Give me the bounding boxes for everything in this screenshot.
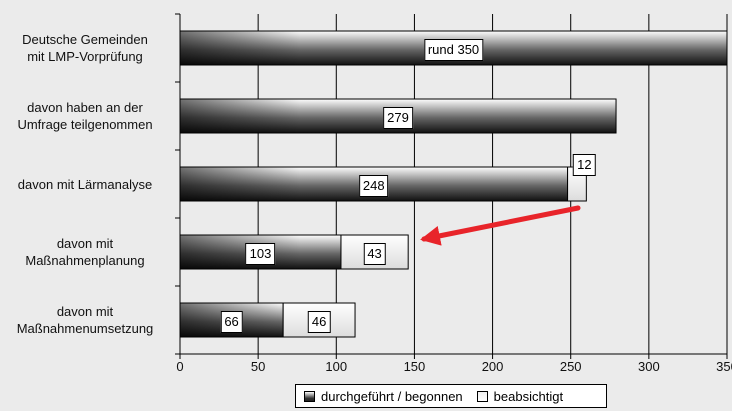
data-label-beabsichtigt: 43 — [363, 243, 386, 265]
category-label: davon mit Maßnahmenplanung — [25, 236, 145, 268]
category-label: davon mit Lärmanalyse — [17, 176, 153, 192]
data-label-durchgefuehrt: 66 — [220, 311, 243, 333]
x-tick-label: 50 — [250, 359, 266, 374]
x-tick-label: 0 — [176, 359, 184, 374]
data-label-durchgefuehrt: 103 — [245, 243, 276, 265]
data-label-beabsichtigt: 46 — [307, 311, 331, 333]
legend-entry-beabsichtigt: beabsichtigt — [476, 388, 564, 404]
legend-swatch-light — [476, 390, 488, 402]
bar-shade — [180, 167, 300, 201]
legend-swatch-dark — [304, 390, 315, 402]
x-tick-label: 100 — [325, 359, 348, 374]
legend-label: durchgeführt / begonnen — [321, 388, 463, 404]
data-label-durchgefuehrt: rund 350 — [423, 39, 484, 61]
x-tick-label: 200 — [481, 359, 504, 374]
x-tick-label: 150 — [403, 359, 426, 374]
legend-entry-durchgefuehrt: durchgeführt / begonnen — [304, 389, 463, 404]
x-tick-label: 350 — [716, 359, 732, 374]
bar-shade — [180, 31, 300, 65]
x-tick-label: 250 — [559, 359, 582, 374]
annotation-arrow — [420, 205, 581, 246]
bar-shade — [180, 235, 300, 269]
category-label: davon mit Maßnahmenumsetzung — [16, 304, 154, 336]
category-label: davon haben an der Umfrage teilgenommen — [17, 100, 153, 132]
data-label-beabsichtigt: 12 — [573, 154, 596, 176]
data-label-durchgefuehrt: 248 — [358, 175, 389, 197]
legend: durchgeführt / begonnen beabsichtigt — [295, 384, 607, 408]
x-tick-label: 300 — [637, 359, 660, 374]
data-label-durchgefuehrt: 279 — [383, 107, 413, 129]
bar-shade — [180, 99, 300, 133]
category-label: Deutsche Gemeinden mit LMP-Vorprüfung — [22, 32, 148, 64]
legend-label: beabsichtigt — [493, 388, 564, 404]
